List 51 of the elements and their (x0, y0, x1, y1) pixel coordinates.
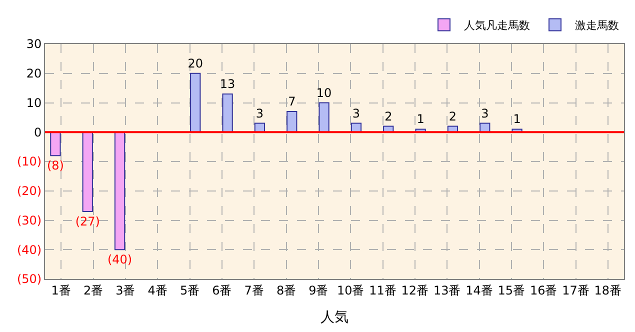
data-label: 3 (256, 106, 264, 120)
data-label: 3 (481, 106, 489, 120)
x-tick-label: 2番 (83, 283, 104, 298)
x-tick-label: 3番 (116, 283, 136, 298)
x-tick-label: 6番 (212, 283, 232, 298)
x-axis-title: 人気 (320, 310, 348, 326)
bar (50, 132, 61, 156)
data-label: 1 (513, 112, 521, 126)
data-label: 2 (448, 109, 457, 124)
y-tick-label: (10) (16, 154, 42, 169)
x-tick-label: 15番 (498, 283, 526, 298)
y-tick-label: 10 (26, 96, 42, 110)
x-tick-label: 12番 (401, 283, 429, 298)
data-label: 2 (384, 109, 392, 124)
x-tick-label: 14番 (466, 283, 493, 298)
data-label: (8) (46, 158, 64, 173)
y-tick-label: 0 (34, 125, 42, 140)
y-tick-label: (20) (16, 184, 42, 198)
data-label: 13 (220, 76, 236, 91)
bar (82, 132, 93, 212)
x-tick-label: 17番 (562, 283, 590, 298)
data-label: 1 (416, 112, 424, 126)
bar (222, 93, 233, 133)
x-tick-label: 16番 (530, 283, 558, 298)
x-tick-label: 10番 (336, 283, 364, 298)
x-tick-label: 4番 (148, 283, 168, 298)
bar (190, 72, 201, 133)
bar (286, 111, 298, 133)
data-label: 10 (316, 86, 332, 100)
legend-label: 人気凡走馬数 (464, 19, 530, 32)
x-tick-label: 9番 (308, 283, 328, 298)
bar (318, 102, 330, 133)
x-tick-label: 1番 (51, 283, 71, 298)
data-label: 20 (188, 56, 204, 70)
y-tick-label: (40) (16, 242, 42, 257)
data-label: (27) (75, 214, 100, 228)
data-label: 3 (352, 106, 360, 120)
legend-label: 激走馬数 (575, 19, 619, 32)
y-tick-label: (30) (16, 213, 42, 228)
x-tick-label: 8番 (276, 283, 296, 298)
y-tick-label: (50) (16, 272, 42, 286)
x-tick-label: 11番 (369, 283, 396, 298)
x-tick-label: 18番 (594, 283, 622, 298)
x-tick-label: 7番 (244, 283, 264, 298)
y-tick-label: 30 (26, 37, 42, 52)
data-label: (40) (107, 252, 132, 267)
data-label: 7 (288, 94, 296, 109)
y-tick-label: 20 (26, 66, 42, 81)
x-tick-label: 5番 (180, 283, 200, 298)
bar (114, 132, 126, 250)
x-tick-label: 13番 (433, 283, 461, 298)
